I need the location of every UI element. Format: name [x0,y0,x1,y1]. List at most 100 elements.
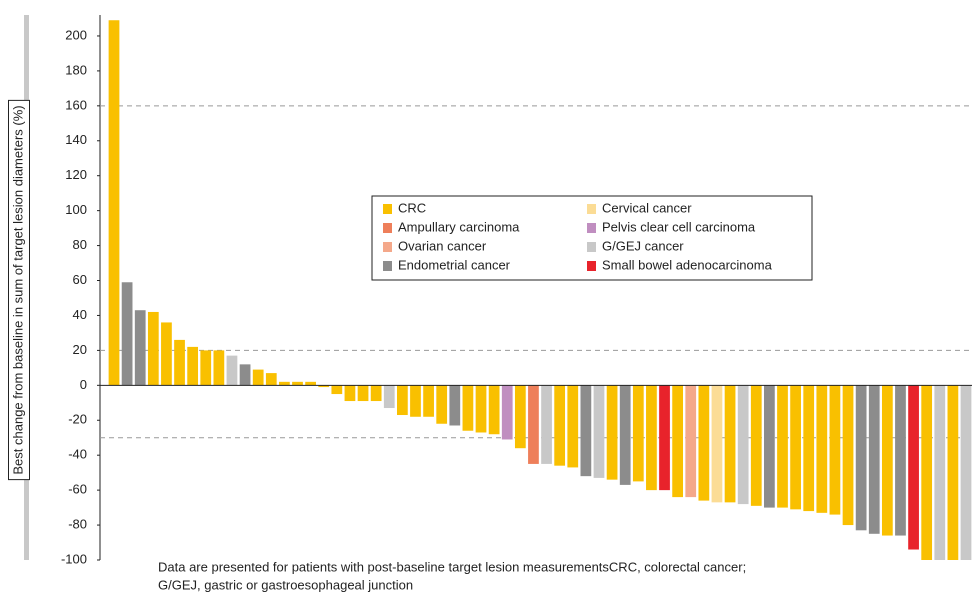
bar [265,373,277,386]
legend-swatch [383,261,392,271]
y-tick-label: -80 [68,517,87,532]
y-tick-label: -100 [61,551,87,566]
bar [383,385,395,409]
y-tick-label: 100 [65,202,87,217]
legend-label: Ovarian cancer [398,238,487,253]
bar [279,381,290,386]
bar [711,385,723,503]
bar [226,355,238,386]
bar [737,385,749,505]
bar [528,385,539,464]
bar [868,385,880,534]
bar [685,385,697,498]
bar [449,385,461,426]
y-tick-label: 0 [80,377,87,392]
bar [554,385,566,466]
bar [357,385,369,402]
bar [410,385,421,417]
bar [370,385,382,402]
bar [659,385,670,491]
bar [790,385,801,510]
bar [318,385,330,388]
legend-swatch [587,242,596,252]
bar [672,385,684,498]
bar [646,385,657,491]
y-tick-label: 120 [65,167,87,182]
bar [724,385,736,503]
legend-label: Ampullary carcinoma [398,219,520,234]
bar [213,350,225,386]
legend-label: G/GEJ cancer [602,238,684,253]
bar [200,350,212,386]
footnote: Data are presented for patients with pos… [158,559,746,574]
bar [108,20,120,386]
bar [777,385,788,508]
legend-label: Endometrial cancer [398,257,511,272]
bar [121,282,133,386]
bar [580,385,592,477]
bar [462,385,474,431]
legend-label: Cervical cancer [602,200,692,215]
y-tick-label: 20 [73,342,87,357]
y-tick-label: 40 [73,307,87,322]
bar [541,385,552,464]
bar [514,385,526,449]
bar [423,385,434,417]
bar [161,322,172,386]
y-tick-label: -20 [68,412,87,427]
y-tick-label: 80 [73,237,87,252]
legend-swatch [383,223,392,233]
legend-swatch [383,204,392,214]
bar [147,311,159,386]
bar [842,385,854,526]
y-tick-label: -60 [68,482,87,497]
bar [475,385,487,433]
bar [396,385,408,416]
y-label-box [8,99,30,481]
bar [292,381,303,386]
y-axis-label: Best change from baseline in sum of targ… [10,105,25,474]
bar [488,385,500,435]
bar [960,385,972,560]
bar [239,364,251,386]
legend-swatch [383,242,392,252]
bar [632,385,644,482]
bar [829,385,841,515]
y-tick-label: 180 [65,62,87,77]
bar [567,385,579,468]
footnote: G/GEJ, gastric or gastroesophageal junct… [158,577,413,592]
bar [698,385,710,501]
y-tick-label: 160 [65,97,87,112]
bar [921,385,933,560]
bar [750,385,762,506]
legend-label: CRC [398,200,426,215]
legend-swatch [587,261,596,271]
bar [619,385,631,485]
bar [764,385,775,508]
y-tick-label: 60 [73,272,87,287]
bar [593,385,605,478]
bar [881,385,893,536]
y-tick-label: 200 [65,27,87,42]
bar [436,385,448,424]
bar [331,385,343,395]
bar [174,339,185,386]
bar [816,385,828,513]
bar [908,385,919,550]
bar [855,385,867,531]
legend-swatch [587,223,596,233]
legend-label: Pelvis clear cell carcinoma [602,219,756,234]
bar [895,385,906,536]
bar [606,385,618,480]
y-tick-label: 140 [65,132,87,147]
bar [934,385,946,560]
y-tick-label: -40 [68,447,87,462]
bar [947,385,959,560]
bar [252,369,264,386]
bar [187,346,199,386]
bar [134,310,146,386]
bar [803,385,815,512]
bar [305,381,316,386]
legend-label: Small bowel adenocarcinoma [602,257,773,272]
